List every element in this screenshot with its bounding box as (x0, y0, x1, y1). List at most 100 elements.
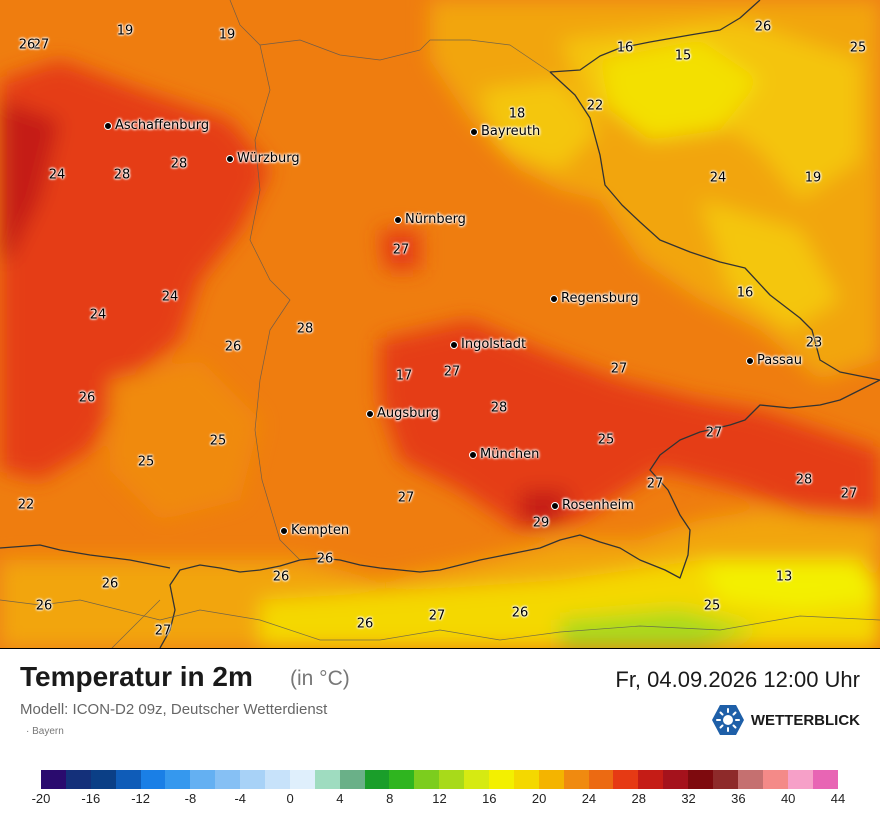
valid-datetime: Fr, 04.09.2026 12:00 Uhr (615, 667, 860, 692)
brand-logo[interactable]: WETTERBLICK (711, 704, 860, 736)
region-label: · Bayern (26, 726, 64, 737)
legend-swatch (737, 770, 763, 789)
temperature-value: 27 (392, 242, 410, 258)
city-label: Passau (746, 353, 802, 368)
legend-swatch (638, 770, 664, 789)
legend-swatch (513, 770, 539, 789)
wetterblick-logo-icon (711, 705, 744, 735)
temperature-value: 15 (674, 48, 692, 64)
city-marker (469, 450, 477, 459)
temperature-value: 26 (754, 19, 772, 35)
temperature-value: 27 (154, 623, 172, 639)
city-marker (104, 121, 112, 130)
legend-swatch (414, 770, 440, 789)
legend-swatch (190, 770, 216, 789)
legend-tick-label: 8 (386, 791, 394, 806)
legend-tick-label: 32 (681, 791, 696, 806)
legend-tick-label: 20 (531, 791, 547, 806)
legend-swatch (265, 770, 290, 789)
legend-swatch (563, 770, 589, 789)
temperature-value: 26 (78, 390, 96, 406)
city-label: Würzburg (226, 151, 300, 166)
temperature-value: 25 (597, 432, 615, 448)
legend-swatch (688, 770, 714, 789)
brand-name: WETTERBLICK (750, 711, 860, 729)
city-marker (450, 340, 458, 349)
temperature-value: 24 (89, 307, 107, 323)
legend-tick-label: -20 (31, 791, 51, 806)
legend-swatch (140, 770, 166, 789)
legend-swatch (314, 770, 340, 789)
temperature-value: 24 (161, 289, 179, 305)
legend-tick-label: 28 (631, 791, 646, 806)
city-marker (470, 127, 478, 136)
legend-swatch (289, 770, 315, 789)
legend-swatch (713, 770, 738, 789)
temperature-value: 27 (428, 608, 446, 624)
legend-swatch (588, 770, 614, 789)
legend-tick-label: 0 (286, 791, 294, 806)
temperature-value: 19 (804, 170, 822, 186)
city-name: Kempten (291, 523, 350, 538)
temperature-map (0, 0, 880, 649)
temperature-value: 22 (17, 497, 35, 513)
city-name: Regensburg (561, 291, 639, 306)
legend-tick-label: 24 (581, 791, 597, 806)
legend-swatch (439, 770, 465, 789)
temperature-value: 26 (511, 605, 529, 621)
legend-swatch (115, 770, 141, 789)
temperature-value: 22 (586, 98, 604, 114)
map-footer: Temperatur in 2m (in °C) Modell: ICON-D2… (0, 649, 880, 830)
temperature-value: 27 (610, 361, 628, 377)
color-scale-ticks: -20 -16 -12 -8 -4 0 4 8 12 16 20 24 28 32 36 40 44 (0, 791, 880, 811)
temperature-value: 25 (703, 598, 721, 614)
temperature-value: 26 (356, 616, 374, 632)
city-marker (394, 215, 402, 224)
legend-tick-label: 16 (482, 791, 497, 806)
temperature-value: 28 (795, 472, 813, 488)
legend-tick-label: -16 (81, 791, 101, 806)
legend-swatch (663, 770, 689, 789)
temperature-value: 27 (840, 486, 858, 502)
legend-swatch (165, 770, 191, 789)
temperature-value: 25 (137, 454, 155, 470)
legend-tick-label: 4 (336, 791, 344, 806)
city-name: Nürnberg (405, 212, 466, 227)
temperature-value: 26 (35, 598, 53, 614)
temperature-value: 16 (616, 40, 634, 56)
temperature-value: 27 (32, 37, 50, 53)
city-marker (366, 409, 374, 418)
temperature-value: 27 (705, 425, 723, 441)
legend-swatch (812, 770, 838, 789)
legend-swatch (41, 770, 66, 789)
temperature-value: 24 (709, 170, 727, 186)
legend-swatch (90, 770, 116, 789)
legend-swatch (65, 770, 91, 789)
temperature-value: 28 (296, 321, 314, 337)
city-marker (550, 294, 558, 303)
city-name: Passau (757, 353, 802, 368)
city-label: München (469, 447, 539, 462)
legend-swatch (215, 770, 241, 789)
unit-label: (in °C) (290, 667, 350, 690)
city-name: Augsburg (377, 406, 440, 421)
city-label: Regensburg (550, 291, 639, 306)
temperature-value: 26 (316, 551, 334, 567)
legend-tick-label: -4 (234, 791, 247, 806)
city-marker (551, 501, 559, 510)
legend-swatch (464, 770, 490, 789)
temperature-value: 27 (397, 490, 415, 506)
city-label: Aschaffenburg (104, 118, 209, 133)
city-marker (746, 356, 754, 365)
temperature-value: 25 (209, 433, 227, 449)
legend-tick-label: -12 (131, 791, 151, 806)
temperature-value: 25 (849, 40, 867, 56)
city-name: Bayreuth (481, 124, 541, 139)
legend-swatch (613, 770, 639, 789)
temperature-value: 19 (116, 23, 134, 39)
temperature-value: 28 (490, 400, 508, 416)
temperature-value: 24 (48, 167, 66, 183)
legend-swatch (762, 770, 788, 789)
temperature-value: 27 (443, 364, 461, 380)
city-marker (280, 526, 288, 535)
